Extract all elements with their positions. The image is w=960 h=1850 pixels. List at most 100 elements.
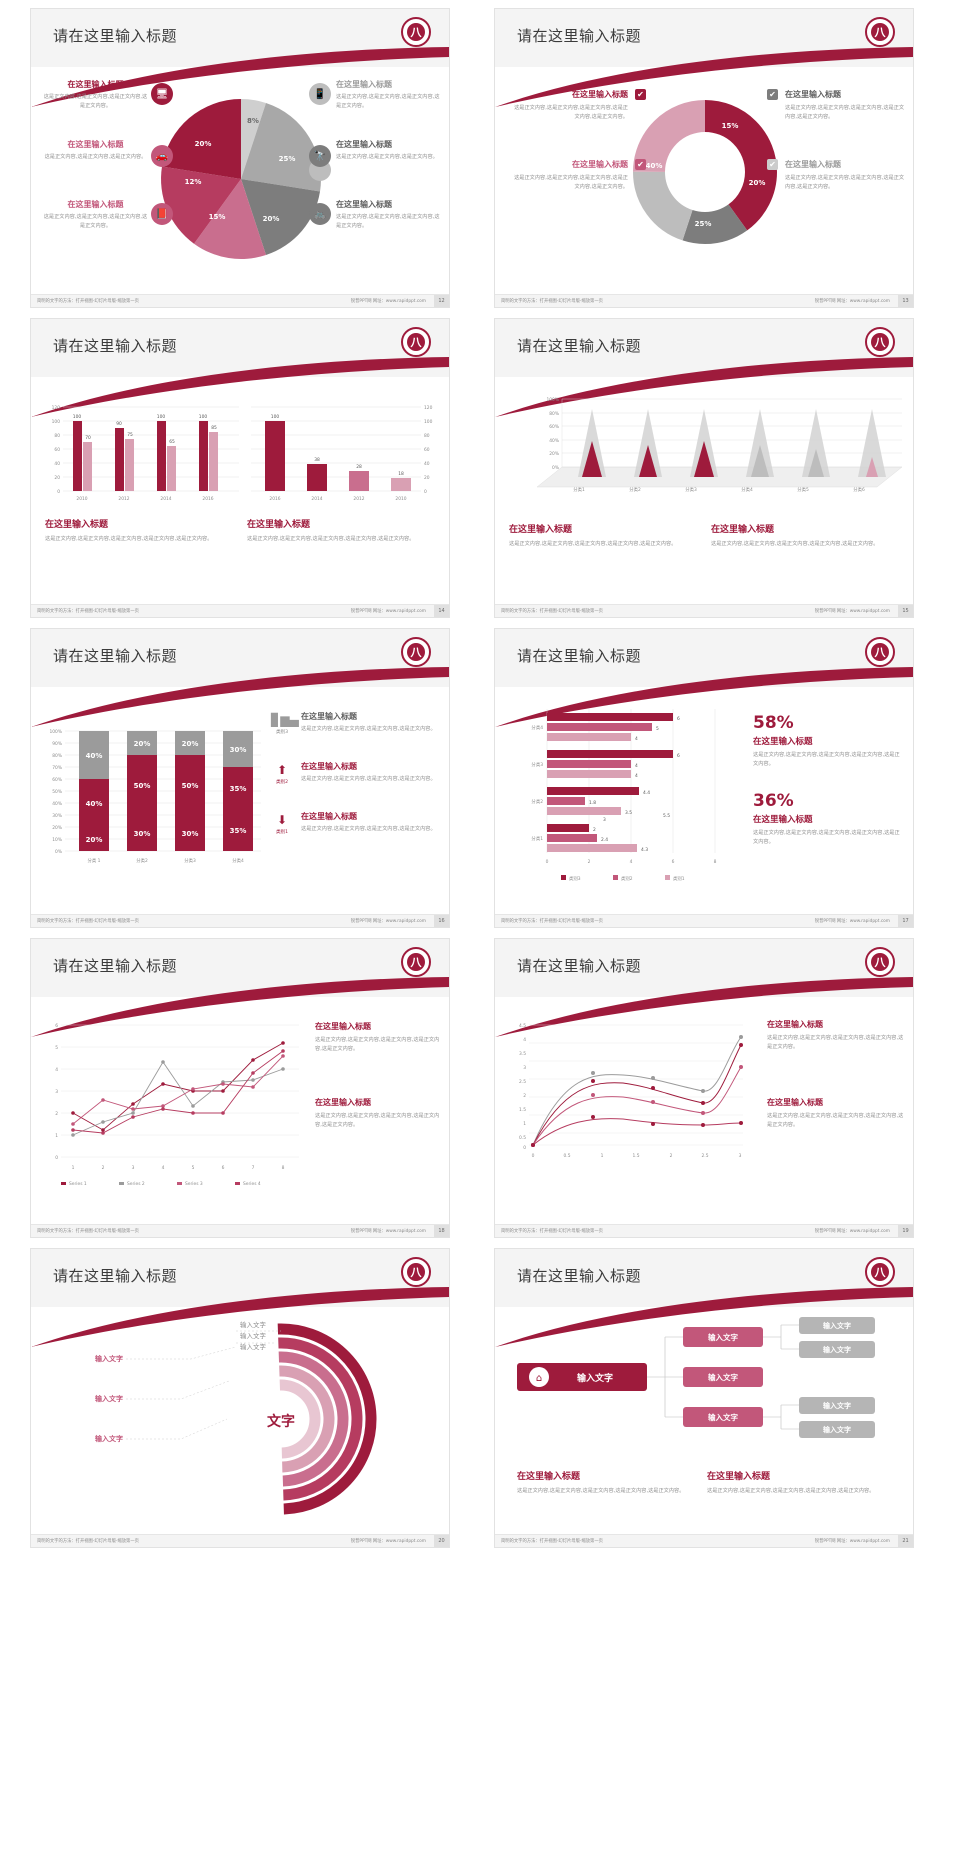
svg-text:2: 2 <box>55 1111 58 1117</box>
swoosh-decoration <box>31 667 449 727</box>
svg-text:40%: 40% <box>52 801 62 807</box>
svg-text:30%: 30% <box>52 813 62 819</box>
caption-1[interactable]: 在这里输入标题 这是正文内容,这是正文内容,这是正文内容,这是正文内容,这是正文… <box>711 522 891 550</box>
feature-4[interactable]: 在这里输入标题 这是正文内容,这是正文内容,这是正文内容。 <box>336 139 441 162</box>
checkbox-icon-1[interactable]: ✔ <box>635 159 646 170</box>
mid-node-label-2: 输入文字 <box>708 1412 738 1422</box>
svg-text:2014: 2014 <box>311 496 322 502</box>
feature-1[interactable]: 在这里输入标题 这是正文内容,这是正文内容,这是正文内容。 <box>43 139 148 162</box>
svg-text:类别2: 类别2 <box>621 875 633 882</box>
feature-title: 在这里输入标题 <box>301 712 357 721</box>
caption-title: 在这里输入标题 <box>767 1020 823 1029</box>
caption-1[interactable]: 在这里输入标题 这是正文内容,这是正文内容,这是正文内容,这是正文内容,这是正文… <box>767 1097 907 1130</box>
svg-text:2010: 2010 <box>395 496 406 502</box>
stat-1[interactable]: 36% 在这里输入标题 这是正文内容,这是正文内容,这是正文内容,这是正文内容,… <box>753 791 903 847</box>
stat-0[interactable]: 58% 在这里输入标题 这是正文内容,这是正文内容,这是正文内容,这是正文内容,… <box>753 713 903 769</box>
binoculars-icon: 🔭 <box>309 145 331 167</box>
logo-icon: 八 <box>865 327 895 357</box>
feature-0[interactable]: 在这里输入标题 这是正文内容,这是正文内容,这是正文内容,这是正文内容。 <box>301 711 441 734</box>
slide-17[interactable]: 请在这里输入标题 八 6 5 4 6 4 <box>494 628 914 928</box>
feature-1[interactable]: 在这里输入标题 这是正文内容,这是正文内容,这是正文内容,这是正文内容,这是正文… <box>513 159 628 192</box>
slide-19[interactable]: 请在这里输入标题 八 4.5 4 3.5 3 2.5 2 1.5 1 0.5 0 <box>494 938 914 1238</box>
slide-18[interactable]: 请在这里输入标题 八 6 5 4 3 2 1 0 <box>30 938 450 1238</box>
feature-title: 在这里输入标题 <box>785 90 841 99</box>
svg-text:6: 6 <box>677 716 680 722</box>
svg-text:分类2: 分类2 <box>136 857 148 864</box>
page-title: 请在这里输入标题 <box>517 647 642 665</box>
footer-site: 锐普PPT网 网址：www.rapidppt.com <box>814 609 890 614</box>
slide-12[interactable]: 请在这里输入标题 八 20% 8% 25% 20% 15% <box>30 8 450 308</box>
feature-body: 这是正文内容,这是正文内容,这是正文内容,这是正文内容。 <box>43 214 148 230</box>
slide-13[interactable]: 请在这里输入标题 八 40% 15% 20% 25% 在这里输入标题 <box>494 8 914 308</box>
page-title: 请在这里输入标题 <box>517 957 642 975</box>
feature-body: 这是正文内容,这是正文内容,这是正文内容。 <box>44 154 147 160</box>
svg-text:分类3: 分类3 <box>685 486 697 493</box>
slide-21[interactable]: 请在这里输入标题 八 ⌂ 输入文字 <box>494 1248 914 1548</box>
caption-body: 这是正文内容,这是正文内容,这是正文内容,这是正文内容,这是正文内容。 <box>707 1488 875 1494</box>
feature-0[interactable]: 在这里输入标题 这是正文内容,这是正文内容,这是正文内容,这是正文内容,这是正文… <box>513 89 628 122</box>
swoosh-decoration <box>31 977 449 1037</box>
caption-0[interactable]: 在这里输入标题 这是正文内容,这是正文内容,这是正文内容,这是正文内容,这是正文… <box>315 1021 443 1054</box>
svg-text:50%: 50% <box>134 782 151 790</box>
feature-2[interactable]: 在这里输入标题 这是正文内容,这是正文内容,这是正文内容,这是正文内容,这是正文… <box>785 89 905 122</box>
slide-footer: 简明的文字的方法：打开视图-幻灯片母版-缩放第一页 锐普PPT网 网址：www.… <box>31 294 449 307</box>
svg-text:分类2: 分类2 <box>629 486 641 493</box>
svg-text:6: 6 <box>672 859 675 865</box>
svg-text:3.5: 3.5 <box>519 1051 526 1057</box>
legend-tag: 类别2 <box>275 780 289 785</box>
caption-0[interactable]: 在这里输入标题 这是正文内容,这是正文内容,这是正文内容,这是正文内容,这是正文… <box>517 1469 692 1497</box>
svg-text:0: 0 <box>546 859 549 865</box>
feature-2[interactable]: 在这里输入标题 这是正文内容,这是正文内容,这是正文内容,这是正文内容。 <box>43 199 148 231</box>
page-number: 17 <box>898 914 913 927</box>
page-number: 20 <box>434 1534 449 1547</box>
svg-text:40%: 40% <box>549 438 559 444</box>
svg-text:2.5: 2.5 <box>519 1079 526 1085</box>
logo-icon: 八 <box>401 947 431 977</box>
svg-text:38: 38 <box>314 457 320 463</box>
svg-text:4: 4 <box>162 1165 165 1171</box>
footer-site: 锐普PPT网 网址：www.rapidppt.com <box>350 919 426 924</box>
slide-footer: 简明的文字的方法：打开视图-幻灯片母版-缩放第一页 锐普PPT网 网址：www.… <box>31 1534 449 1547</box>
svg-text:3.5: 3.5 <box>625 810 632 816</box>
svg-text:28: 28 <box>356 464 362 470</box>
checkbox-icon-3[interactable]: ✔ <box>767 159 778 170</box>
caption-1[interactable]: 在这里输入标题 这是正文内容,这是正文内容,这是正文内容,这是正文内容,这是正文… <box>247 517 427 545</box>
feature-title: 在这里输入标题 <box>67 80 124 89</box>
feature-3[interactable]: 在这里输入标题 这是正文内容,这是正文内容,这是正文内容,这是正文内容,这是正文… <box>785 159 905 192</box>
slide-15[interactable]: 请在这里输入标题 八 100% 80% 60% 40% <box>494 318 914 618</box>
svg-text:2016: 2016 <box>269 496 280 502</box>
checkbox-icon-0[interactable]: ✔ <box>635 89 646 100</box>
footer-hint: 简明的文字的方法：打开视图-幻灯片母版-缩放第一页 <box>37 299 139 304</box>
feature-1[interactable]: 在这里输入标题 这是正文内容,这是正文内容,这是正文内容,这是正文内容。 <box>301 761 441 784</box>
footer-site: 锐普PPT网 网址：www.rapidppt.com <box>350 1229 426 1234</box>
top-labels: 输入文字 输入文字 输入文字 <box>240 1320 267 1351</box>
bar-chart-icon: ▊▆▄ 类别3 <box>271 713 299 735</box>
feature-5[interactable]: 在这里输入标题 这是正文内容,这是正文内容,这是正文内容,这是正文内容。 <box>336 199 441 231</box>
caption-0[interactable]: 在这里输入标题 这是正文内容,这是正文内容,这是正文内容,这是正文内容,这是正文… <box>45 517 225 545</box>
caption-1[interactable]: 在这里输入标题 这是正文内容,这是正文内容,这是正文内容,这是正文内容,这是正文… <box>315 1097 443 1130</box>
slide-14[interactable]: 请在这里输入标题 八 120 100 80 60 40 2 <box>30 318 450 618</box>
feature-3[interactable]: 在这里输入标题 这是正文内容,这是正文内容,这是正文内容,这是正文内容。 <box>336 79 441 111</box>
svg-text:分类6: 分类6 <box>853 486 865 493</box>
slide-20[interactable]: 请在这里输入标题 八 文字 <box>30 1248 450 1548</box>
feature-0[interactable]: 在这里输入标题 这是正文内容,这是正文内容,这是正文内容,这是正文内容。 <box>43 79 148 111</box>
caption-0[interactable]: 在这里输入标题 这是正文内容,这是正文内容,这是正文内容,这是正文内容,这是正文… <box>767 1019 907 1052</box>
svg-text:20: 20 <box>54 475 60 481</box>
slide-body: 100% 90% 80% 70% 60% 50% 40% 30% 20% 10% 0% 2… <box>31 687 449 914</box>
checkbox-icon-2[interactable]: ✔ <box>767 89 778 100</box>
swoosh-decoration <box>495 357 913 417</box>
svg-text:35%: 35% <box>230 785 247 793</box>
swoosh-decoration <box>495 977 913 1037</box>
caption-0[interactable]: 在这里输入标题 这是正文内容,这是正文内容,这是正文内容,这是正文内容,这是正文… <box>509 522 689 550</box>
svg-text:3: 3 <box>739 1153 742 1159</box>
ring-label-top-1: 输入文字 <box>240 1331 267 1340</box>
swoosh-decoration <box>31 357 449 417</box>
caption-1[interactable]: 在这里输入标题 这是正文内容,这是正文内容,这是正文内容,这是正文内容,这是正文… <box>707 1469 882 1497</box>
feature-title: 在这里输入标题 <box>336 200 392 209</box>
svg-text:4.3: 4.3 <box>641 847 648 853</box>
slide-16[interactable]: 请在这里输入标题 八 100% 90% 80% 70% 60% 50% 4 <box>30 628 450 928</box>
svg-text:40: 40 <box>54 461 60 467</box>
feature-2[interactable]: 在这里输入标题 这是正文内容,这是正文内容,这是正文内容,这是正文内容。 <box>301 811 441 834</box>
upload-icon: ⬆ 类别2 <box>271 763 293 785</box>
svg-text:分类3: 分类3 <box>531 761 543 768</box>
